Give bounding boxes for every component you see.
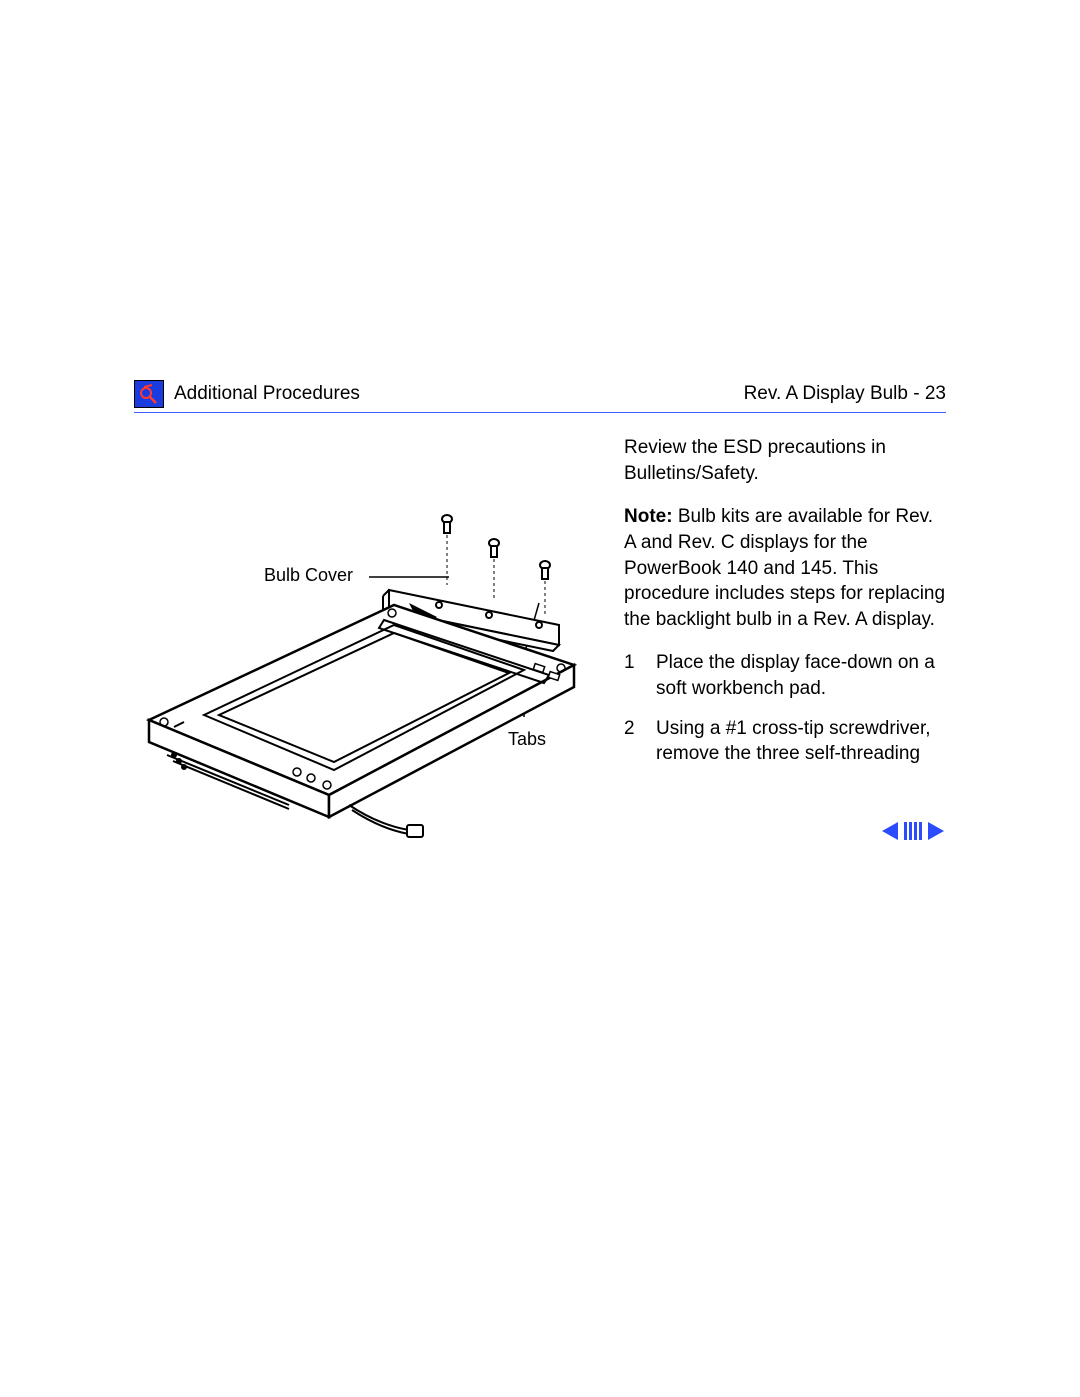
page-nav (880, 820, 946, 842)
next-page-icon[interactable] (926, 820, 946, 842)
step-number: 1 (624, 650, 642, 701)
note-label: Note: (624, 506, 673, 527)
screw-icon (442, 515, 452, 533)
step-text: Place the display face-down on a soft wo… (656, 650, 946, 701)
step-item: 1 Place the display face-down on a soft … (624, 650, 946, 701)
step-text: Using a #1 cross-tip screwdriver, remove… (656, 716, 946, 767)
intro-paragraph: Review the ESD precautions in Bulletins/… (624, 435, 946, 486)
header-section-title: Additional Procedures (174, 383, 734, 405)
screw-icon (540, 561, 550, 579)
step-item: 2 Using a #1 cross-tip screwdriver, remo… (624, 716, 946, 767)
manual-page: Additional Procedures Rev. A Display Bul… (134, 380, 946, 835)
diagram-column: Bulb Cover Tabs (134, 435, 594, 835)
header-page-title: Rev. A Display Bulb - 23 (744, 383, 946, 405)
note-paragraph: Note: Bulb kits are available for Rev. A… (624, 504, 946, 632)
page-content: Bulb Cover Tabs (134, 435, 946, 835)
page-header: Additional Procedures Rev. A Display Bul… (134, 380, 946, 413)
note-text: Bulb kits are available for Rev. A and R… (624, 506, 945, 630)
text-column: Review the ESD precautions in Bulletins/… (624, 435, 946, 835)
nav-bars-icon (904, 822, 922, 840)
steps-list: 1 Place the display face-down on a soft … (624, 650, 946, 767)
prev-page-icon[interactable] (880, 820, 900, 842)
section-icon (134, 380, 164, 408)
step-number: 2 (624, 716, 642, 767)
screw-icon (489, 539, 499, 557)
display-diagram (129, 465, 599, 845)
